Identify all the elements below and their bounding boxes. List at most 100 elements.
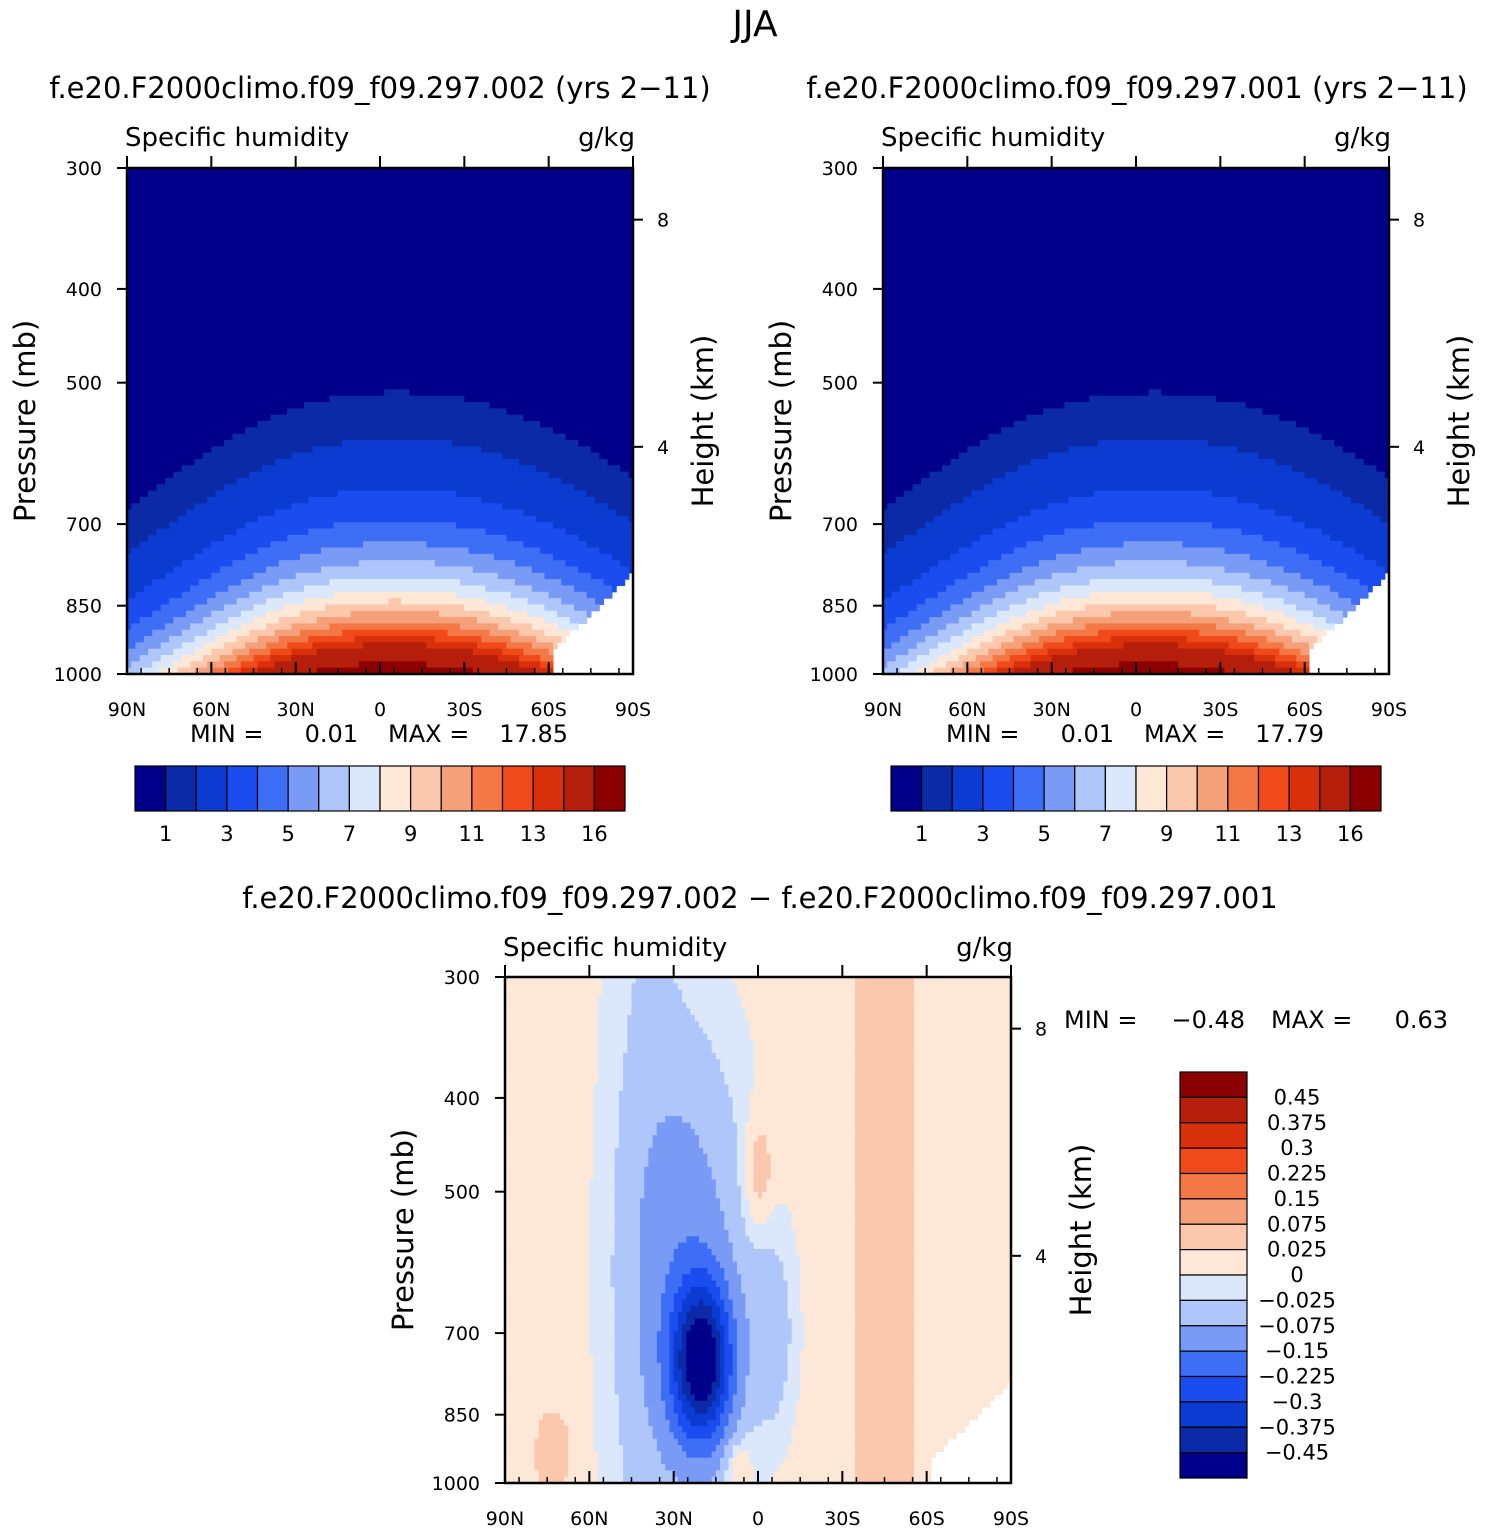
contour-cell bbox=[481, 446, 592, 454]
contour-cell bbox=[1296, 655, 1310, 662]
contour-cell bbox=[711, 1173, 738, 1180]
contour-cell bbox=[127, 503, 132, 511]
contour-cell bbox=[758, 1192, 763, 1199]
contour-cell bbox=[568, 1426, 595, 1433]
contour-cell bbox=[1039, 617, 1074, 624]
contour-cell bbox=[800, 1381, 856, 1389]
contour-cell bbox=[883, 262, 1389, 270]
contour-cell bbox=[967, 667, 985, 674]
y2-tick-label: 4 bbox=[1035, 1246, 1047, 1268]
contour-cell bbox=[593, 1388, 616, 1396]
contour-cell bbox=[895, 617, 930, 624]
contour-cell bbox=[920, 572, 968, 580]
colorbar: 1 3 5 7 9 11 13 16 bbox=[134, 765, 626, 846]
contour-cell bbox=[614, 1299, 641, 1307]
contour-cell bbox=[644, 1388, 662, 1396]
contour-cell bbox=[854, 1267, 915, 1275]
contour-cell bbox=[891, 591, 939, 599]
contour-cell bbox=[736, 1173, 746, 1180]
contour-cell bbox=[728, 1230, 746, 1237]
contour-cell bbox=[257, 515, 537, 523]
colorbar-label: 11 bbox=[459, 822, 486, 846]
y2-axis-label: Height (km) bbox=[686, 335, 720, 508]
contour-cell bbox=[186, 610, 212, 618]
contour-cell bbox=[194, 458, 276, 466]
contour-cell bbox=[883, 534, 905, 542]
contour-cell bbox=[485, 585, 533, 593]
contour-cell bbox=[1245, 402, 1389, 409]
contour-cell bbox=[753, 1071, 856, 1079]
contour-cell bbox=[854, 1248, 915, 1256]
contour-cell bbox=[505, 1116, 595, 1124]
contour-cell bbox=[745, 1179, 755, 1187]
contour-cell bbox=[804, 1318, 856, 1326]
contour-cell bbox=[724, 1324, 730, 1332]
contour-cell bbox=[1329, 484, 1389, 492]
contour-cell bbox=[669, 1362, 675, 1370]
contour-cell bbox=[552, 522, 633, 530]
contour-cell bbox=[589, 1179, 616, 1187]
contour-cell bbox=[749, 1090, 856, 1098]
contour-cell bbox=[1372, 509, 1389, 517]
contour-cell bbox=[1013, 667, 1074, 674]
contour-cell bbox=[914, 1476, 932, 1483]
y-tick-label: 400 bbox=[66, 279, 102, 301]
contour-cell bbox=[914, 1192, 1011, 1199]
contour-cell bbox=[673, 1255, 717, 1263]
contour-cell bbox=[623, 1470, 675, 1478]
contour-cell bbox=[1283, 610, 1314, 618]
contour-cell bbox=[568, 1438, 595, 1446]
contour-cell bbox=[614, 1331, 641, 1339]
contour-cell bbox=[783, 1274, 801, 1282]
contour-cell bbox=[1047, 648, 1078, 656]
contour-cell bbox=[644, 1375, 662, 1383]
contour-cell bbox=[593, 1375, 616, 1383]
max-label: MAX = bbox=[388, 720, 469, 748]
contour-cell bbox=[749, 1236, 797, 1244]
contour-cell bbox=[131, 547, 204, 555]
contour-cell bbox=[673, 1293, 687, 1301]
contour-cell bbox=[741, 1198, 751, 1206]
contour-cell bbox=[232, 560, 280, 568]
contour-cell bbox=[148, 534, 225, 542]
contour-cell bbox=[401, 598, 487, 606]
colorbar-box bbox=[1288, 765, 1321, 812]
contour-cell bbox=[800, 1305, 856, 1313]
contour-cell bbox=[190, 623, 217, 631]
contour-cell bbox=[623, 1059, 721, 1067]
contour-cell bbox=[736, 1362, 751, 1370]
contour-cell bbox=[783, 1261, 801, 1269]
contour-cell bbox=[652, 1432, 675, 1440]
contour-cell bbox=[854, 1008, 915, 1016]
contour-cell bbox=[610, 1261, 641, 1269]
contour-cell bbox=[728, 1318, 738, 1326]
contour-cell bbox=[745, 1147, 755, 1155]
contour-cell bbox=[661, 1457, 721, 1465]
contour-cell bbox=[914, 1065, 1011, 1073]
contour-cell bbox=[854, 977, 915, 984]
contour-cell bbox=[597, 995, 633, 1003]
contour-cell bbox=[724, 1217, 746, 1225]
contour-cell bbox=[597, 1071, 624, 1079]
contour-cell bbox=[741, 1413, 776, 1421]
contour-cell bbox=[732, 1464, 755, 1471]
contour-cell bbox=[673, 1299, 683, 1307]
contour-cell bbox=[946, 661, 964, 669]
contour-cell bbox=[854, 1457, 915, 1465]
contour-cell bbox=[593, 1141, 620, 1149]
contour-cell bbox=[586, 541, 633, 549]
colorbar-label: −0.025 bbox=[1258, 1288, 1336, 1312]
contour-cell bbox=[736, 983, 856, 991]
contour-cell bbox=[1342, 446, 1389, 454]
contour-cell bbox=[883, 193, 1389, 201]
contour-cell bbox=[628, 566, 633, 574]
contour-cell bbox=[958, 452, 1049, 460]
contour-cell bbox=[677, 1388, 683, 1396]
contour-cell bbox=[464, 395, 633, 403]
contour-cell bbox=[914, 1147, 1011, 1155]
contour-cell bbox=[253, 617, 280, 624]
contour-cell bbox=[505, 1318, 590, 1326]
contour-cell bbox=[1005, 591, 1040, 599]
contour-cell bbox=[1363, 503, 1389, 511]
contour-cell bbox=[942, 610, 973, 618]
